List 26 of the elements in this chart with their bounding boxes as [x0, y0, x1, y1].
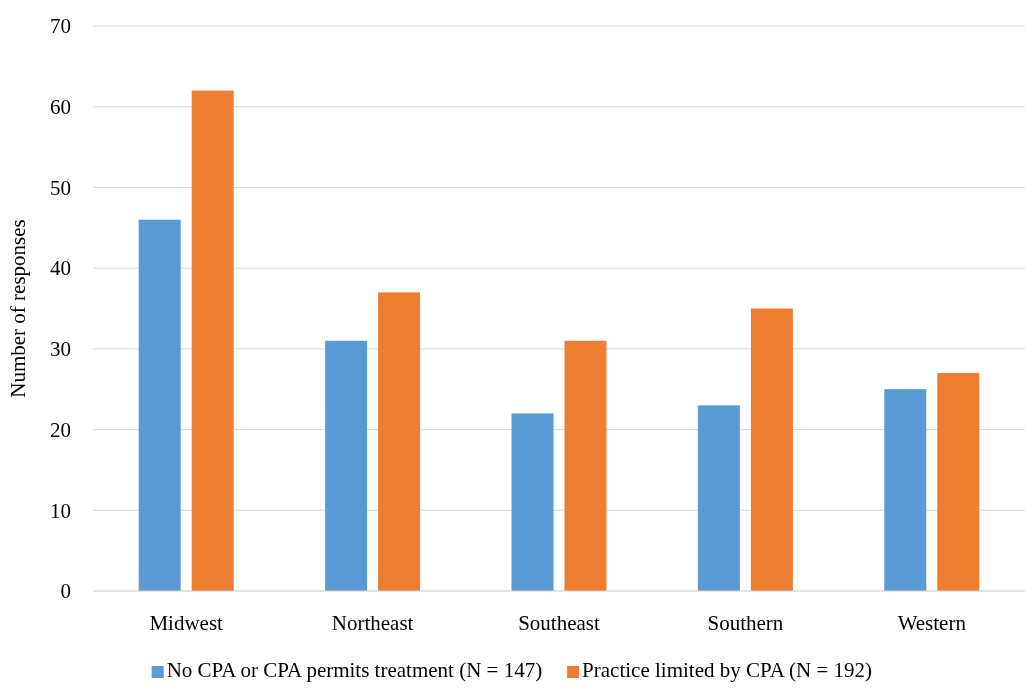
bar: [750, 308, 793, 591]
x-tick-label: Western: [897, 611, 967, 635]
legend-label: No CPA or CPA permits treatment (N = 147): [166, 658, 543, 682]
y-tick-label: 30: [50, 337, 71, 362]
legend-label: Practice limited by CPA (N = 192): [582, 658, 872, 682]
bar: [884, 389, 927, 591]
y-axis-title: Number of responses: [6, 219, 30, 398]
bar: [697, 405, 740, 591]
x-tick-label: Southern: [707, 611, 784, 635]
x-tick-label: Midwest: [149, 611, 224, 635]
y-tick-label: 0: [60, 579, 71, 604]
bar: [138, 219, 181, 591]
bar: [564, 340, 607, 591]
bar: [378, 292, 421, 591]
y-tick-label: 10: [50, 498, 71, 523]
y-tick-label: 60: [50, 95, 71, 120]
y-tick-label: 40: [50, 256, 71, 281]
bar: [937, 373, 980, 591]
x-tick-label: Northeast: [331, 611, 414, 635]
bar: [325, 340, 368, 591]
x-tick-label: Southeast: [518, 611, 600, 635]
bar: [191, 90, 234, 591]
y-tick-label: 20: [50, 417, 71, 442]
y-tick-label: 50: [50, 175, 71, 200]
y-tick-label: 70: [50, 14, 71, 39]
bar: [511, 413, 554, 591]
